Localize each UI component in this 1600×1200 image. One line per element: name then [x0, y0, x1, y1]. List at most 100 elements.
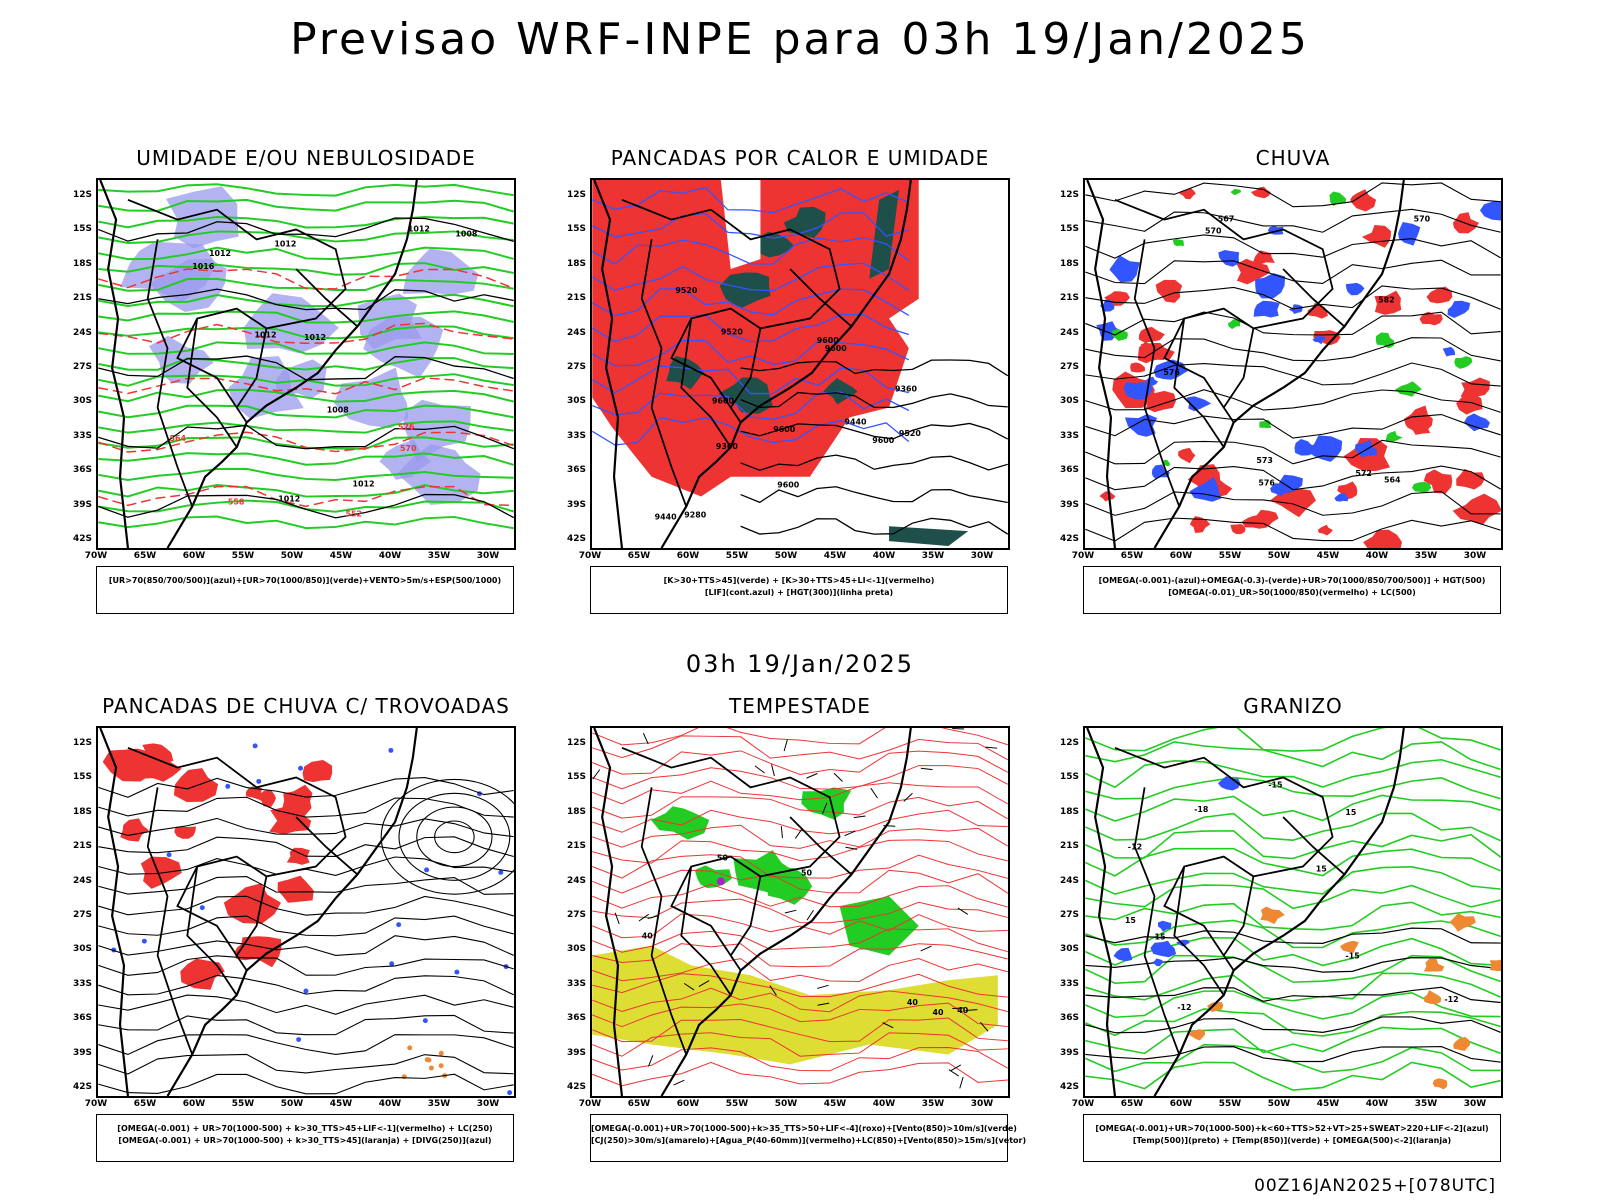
contour-label: 1012 [352, 480, 374, 489]
map-canvas: 1012 1012 1012 1008 1012 1012 1008 1012 1016 1012… [98, 180, 514, 548]
humidity-area [333, 367, 409, 429]
legend-box: [OMEGA(-0.001)+UR>70(1000-500)+k>35_TTS>… [590, 1114, 1027, 1162]
wind-vector [957, 907, 969, 915]
coastline [99, 728, 418, 1096]
coastline [99, 180, 418, 548]
omega-area [1123, 382, 1154, 400]
precipitable-water-contour [592, 913, 1008, 939]
coastline [1086, 180, 1405, 548]
contour-label: -15 [1268, 780, 1282, 789]
legend-line: [CJ(250)>30m/s](amarelo)+[Agua_P(40-60mm… [591, 1136, 1027, 1145]
latitude-label: 18S [1059, 806, 1079, 817]
pressure-contour [98, 288, 514, 311]
latitude-label: 42S [72, 1082, 92, 1092]
lifted-index-contour [592, 313, 910, 343]
longitude-label: 40W [1365, 1099, 1389, 1109]
contour-label: -18 [1194, 805, 1209, 814]
valid-time-label: 03h 19/Jan/2025 [685, 650, 915, 678]
latitude-label: 39S [1059, 499, 1079, 510]
contour-label: -12 [1444, 995, 1458, 1004]
streamline [98, 1014, 514, 1036]
map-panel: -12 -12 -15 -12 -15 -18 15 15 15 15 [1083, 726, 1503, 1098]
omega-area [1218, 249, 1240, 267]
heat-convection-area [783, 206, 826, 239]
height-contour [740, 517, 1008, 535]
streamline [1085, 259, 1501, 285]
height-contour [740, 422, 1008, 440]
rain-area [1452, 493, 1501, 525]
streamline [1085, 389, 1501, 413]
wind-vector [816, 984, 829, 989]
latitude-label: 24S [1059, 875, 1079, 886]
latitude-label: 21S [72, 841, 92, 852]
divergence-dot [424, 867, 430, 873]
humidity-contour [98, 467, 514, 482]
rain-area [1189, 515, 1211, 534]
longitude-label: 65W [627, 551, 651, 561]
run-info-label: 00Z16JAN2025+[078UTC] [1254, 1176, 1496, 1196]
latitude-label: 36S [1059, 1013, 1079, 1024]
contour-label: 572 [1355, 469, 1372, 478]
divergence-dot [252, 743, 258, 749]
rain-area [1130, 362, 1145, 373]
omega-area [1288, 304, 1303, 314]
thunderstorm-area [120, 818, 150, 842]
humidity-contour [98, 293, 514, 308]
country-border [127, 198, 359, 507]
wind-vector [783, 739, 788, 752]
latitude-label: 21S [566, 841, 586, 852]
legend-line: [OMEGA(-0.001) + UR>70(1000-500) + k>30_… [118, 1136, 492, 1145]
temp-850-contour [1085, 901, 1501, 931]
latitude-label: 21S [1059, 841, 1079, 852]
streamline [1085, 491, 1501, 516]
omega-area [1442, 346, 1456, 357]
omega-area [1253, 300, 1280, 318]
legend-line: [UR>70(850/700/500)](azul)+[UR>70(1000/8… [108, 576, 502, 585]
legend-line: [OMEGA(-0.01)_UR>50(1000/850)(vermelho) … [1168, 588, 1416, 597]
latitude-label: 18S [566, 806, 586, 817]
latitude-label: 39S [566, 1047, 586, 1058]
latitude-label: 30S [72, 944, 92, 955]
humidity-contour [98, 452, 514, 466]
latitude-label: 21S [1059, 293, 1079, 304]
clear-area [720, 180, 761, 270]
thunderstorm-area [277, 875, 314, 903]
rain-area [1099, 491, 1116, 502]
longitude-label: 40W [872, 551, 896, 561]
temp-850-contour [1085, 741, 1501, 771]
longitude-label: 45W [823, 551, 847, 561]
humidity-contour [98, 483, 514, 498]
latitude-label: 21S [72, 293, 92, 304]
precipitable-water-contour [592, 750, 1008, 776]
latitude-label: 42S [1059, 1082, 1079, 1092]
contour-label: 15 [1125, 916, 1136, 925]
rain-area [1252, 250, 1275, 265]
streamline [1085, 234, 1501, 259]
heat-convection-area [752, 231, 794, 258]
precipitable-water-contour [592, 780, 1008, 805]
temp-850-contour [1085, 1008, 1501, 1037]
unstable-dot [438, 1050, 444, 1056]
longitude-label: 70W [1071, 1099, 1095, 1109]
humidity-contour [98, 388, 514, 403]
strong-omega-area [1111, 328, 1128, 341]
latitude-label: 15S [72, 772, 92, 783]
latitude-label: 39S [72, 499, 92, 510]
humidity-contour [98, 246, 514, 261]
streamline [98, 876, 514, 895]
legend-box: [OMEGA(-0.001) + UR>70(1000-500) + k>30_… [96, 1114, 514, 1162]
contour-label: 50 [717, 854, 729, 863]
panel-title: TEMPESTADE [729, 694, 871, 718]
longitude-label: 45W [1316, 1099, 1340, 1109]
unstable-dot [438, 1063, 444, 1069]
contour-label: 40 [642, 932, 654, 941]
unstable-dot [428, 1065, 434, 1071]
longitude-label: 70W [84, 1099, 108, 1109]
strong-omega-area [1395, 381, 1422, 397]
longitude-label: 60W [182, 1099, 206, 1109]
precipitable-water-contour [592, 898, 1008, 924]
wind-vector [784, 909, 797, 914]
country-border [1114, 746, 1346, 1055]
latitude-label: 36S [1059, 465, 1079, 476]
unstable-dot [424, 1057, 430, 1063]
